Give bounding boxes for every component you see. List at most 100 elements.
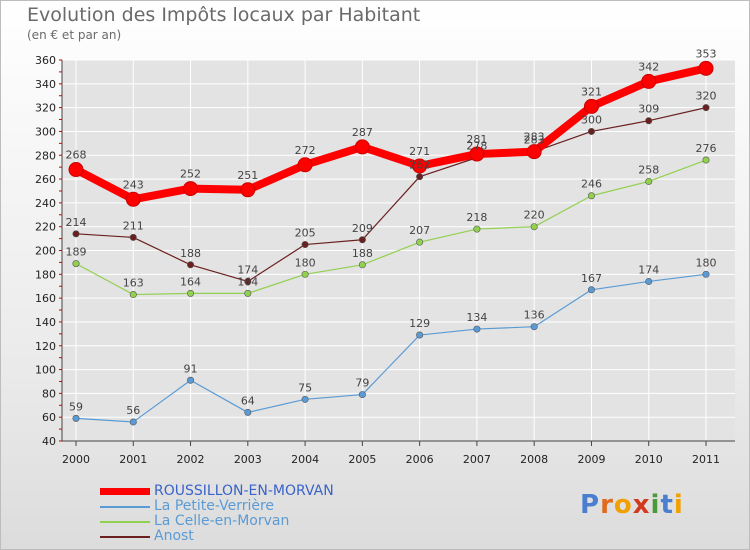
data-point bbox=[297, 157, 313, 173]
legend-label: La Celle-en-Morvan bbox=[154, 513, 290, 529]
legend-swatch bbox=[100, 535, 150, 538]
data-label: 174 bbox=[638, 263, 659, 276]
data-label: 129 bbox=[409, 317, 430, 330]
data-point bbox=[244, 408, 252, 416]
data-point bbox=[358, 261, 366, 269]
y-tick-label: 120 bbox=[35, 340, 56, 353]
series-la-celle-en-morvan bbox=[72, 156, 710, 299]
data-point bbox=[412, 158, 428, 174]
data-label: 252 bbox=[180, 168, 201, 181]
data-point bbox=[72, 260, 80, 268]
data-point bbox=[187, 289, 195, 297]
data-label: 180 bbox=[696, 256, 717, 269]
data-label: 214 bbox=[66, 216, 87, 229]
data-label: 283 bbox=[524, 134, 545, 147]
data-label: 164 bbox=[180, 275, 201, 288]
data-label: 134 bbox=[466, 311, 487, 324]
axes: 40 60 80 100 120 140 160 180 200 220 240 260 280 300 3… bbox=[35, 54, 735, 466]
data-point bbox=[125, 191, 141, 207]
y-tick-label: 80 bbox=[42, 387, 56, 400]
y-tick-label: 60 bbox=[42, 411, 56, 424]
data-point bbox=[72, 414, 80, 422]
legend-item: La Petite-Verrière bbox=[100, 499, 334, 514]
data-point bbox=[72, 230, 80, 238]
y-tick-label: 40 bbox=[42, 435, 56, 448]
data-label: 353 bbox=[696, 47, 717, 60]
data-label: 188 bbox=[352, 247, 373, 260]
y-tick-label: 260 bbox=[35, 173, 56, 186]
series-line bbox=[74, 64, 707, 204]
data-point bbox=[698, 60, 714, 76]
data-label: 321 bbox=[581, 85, 602, 98]
x-tick-label: 2002 bbox=[177, 453, 205, 466]
x-tick-label: 2001 bbox=[119, 453, 147, 466]
data-label: 56 bbox=[126, 404, 140, 417]
data-label: 174 bbox=[237, 263, 258, 276]
legend-label: Anost bbox=[154, 528, 194, 544]
data-point bbox=[473, 325, 481, 333]
data-label: 246 bbox=[581, 178, 602, 191]
x-tick-label: 2000 bbox=[62, 453, 90, 466]
data-point bbox=[530, 223, 538, 231]
logo-letter: o bbox=[613, 490, 633, 520]
data-label: 218 bbox=[466, 211, 487, 224]
data-label: 272 bbox=[295, 144, 316, 157]
y-tick-label: 160 bbox=[35, 292, 56, 305]
data-point bbox=[702, 270, 710, 278]
data-point bbox=[129, 418, 137, 426]
legend-swatch bbox=[100, 505, 150, 508]
x-tick-label: 2004 bbox=[291, 453, 319, 466]
data-label: 205 bbox=[295, 227, 316, 240]
legend-swatch bbox=[100, 488, 150, 495]
data-label: 75 bbox=[298, 381, 312, 394]
series-la-petite-verriere bbox=[72, 270, 710, 426]
data-label: 188 bbox=[180, 247, 201, 260]
data-label: 281 bbox=[466, 133, 487, 146]
chart-subtitle: (en € et par an) bbox=[27, 28, 122, 42]
data-point bbox=[301, 270, 309, 278]
data-point bbox=[187, 261, 195, 269]
logo-letter: i bbox=[673, 490, 684, 520]
data-point bbox=[469, 146, 485, 162]
data-label: 278 bbox=[466, 140, 487, 153]
data-point bbox=[129, 233, 137, 241]
data-label: 209 bbox=[352, 222, 373, 235]
grid-lines bbox=[62, 59, 735, 442]
y-tick-label: 340 bbox=[35, 78, 56, 91]
series-roussillon-en-morvan bbox=[68, 60, 714, 207]
y-tick-label: 200 bbox=[35, 245, 56, 258]
data-label: 251 bbox=[237, 169, 258, 182]
data-point bbox=[416, 331, 424, 339]
y-tick-label: 240 bbox=[35, 197, 56, 210]
chart-title: Evolution des Impôts locaux par Habitant bbox=[27, 4, 421, 26]
data-point bbox=[183, 181, 199, 197]
legend-label: La Petite-Verrière bbox=[154, 498, 275, 514]
x-tick-label: 2005 bbox=[348, 453, 376, 466]
data-point bbox=[358, 236, 366, 244]
series-anost bbox=[72, 104, 710, 285]
legend: ROUSSILLON-EN-MORVAN La Petite-Verrière La… bbox=[100, 484, 334, 544]
x-tick-label: 2009 bbox=[577, 453, 605, 466]
logo-letter: r bbox=[600, 490, 614, 520]
data-label: 243 bbox=[123, 178, 144, 191]
data-point bbox=[301, 241, 309, 249]
data-label: 163 bbox=[123, 277, 144, 290]
data-label: 180 bbox=[295, 256, 316, 269]
data-point bbox=[641, 73, 657, 89]
data-point bbox=[68, 162, 84, 178]
data-label: 262 bbox=[409, 159, 430, 172]
data-label: 220 bbox=[524, 209, 545, 222]
y-tick-label: 300 bbox=[35, 125, 56, 138]
data-point bbox=[416, 173, 424, 181]
data-point bbox=[526, 144, 542, 160]
logo-letter: x bbox=[632, 490, 651, 520]
y-tick-label: 180 bbox=[35, 268, 56, 281]
y-tick-label: 140 bbox=[35, 316, 56, 329]
x-tick-label: 2011 bbox=[692, 453, 720, 466]
x-tick-label: 2008 bbox=[520, 453, 548, 466]
data-point bbox=[473, 225, 481, 233]
data-point bbox=[587, 127, 595, 135]
series-line bbox=[75, 159, 707, 296]
data-label: 309 bbox=[638, 103, 659, 116]
